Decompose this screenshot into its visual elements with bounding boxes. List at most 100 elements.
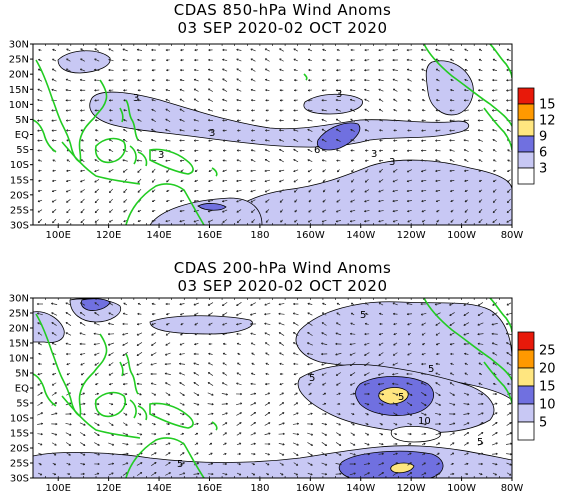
colorbar-swatch bbox=[517, 349, 535, 369]
lat-tick-label: 30S bbox=[10, 221, 29, 232]
lat-tick-label: EQ bbox=[15, 130, 29, 141]
colorbar-label: 9 bbox=[539, 130, 547, 145]
panel2-contour-label: 10 bbox=[418, 416, 431, 427]
lon-tick-label: 180 bbox=[250, 230, 269, 241]
colorbar-label: 20 bbox=[539, 362, 556, 377]
lon-tick-label: 80W bbox=[501, 483, 524, 494]
lon-tick-label: 120E bbox=[96, 230, 121, 241]
panel2-axes: 30N 25N 20N 15N 10N 5N EQ 5S 10S 15S 20S 25S 30S 100E… bbox=[9, 294, 524, 495]
lon-tick-label: 160W bbox=[296, 230, 325, 241]
panel1-title-line2: 03 SEP 2020-02 OCT 2020 bbox=[177, 19, 388, 37]
colorbar-swatch bbox=[517, 421, 535, 441]
colorbar-label: 25 bbox=[539, 344, 556, 359]
panel2-map: 5 5 5 5 10 5 5 30N 25N 20N 15N 10N 5N EQ 5S 10S 1… bbox=[9, 294, 556, 495]
panel2-contour-labels: 5 5 5 5 10 5 5 bbox=[177, 310, 483, 470]
lat-tick-label: 15S bbox=[10, 429, 29, 440]
lat-tick-label: 5N bbox=[15, 369, 29, 380]
lon-tick-label: 120E bbox=[96, 483, 121, 494]
panel1-shading bbox=[57, 50, 512, 225]
colorbar-swatch bbox=[517, 103, 535, 121]
lon-tick-label: 100E bbox=[46, 230, 71, 241]
panel2-anomaly-max-south bbox=[390, 462, 415, 474]
colorbar-swatch bbox=[517, 119, 535, 137]
panel2-colorbar: 25 20 15 10 5 bbox=[517, 331, 556, 441]
lat-tick-label: 10S bbox=[10, 414, 29, 425]
colorbar-swatch bbox=[517, 135, 535, 153]
panel2-anomaly-hole bbox=[390, 426, 442, 443]
panel1-wind-vectors bbox=[37, 48, 512, 224]
panel1-title-line1: CDAS 850-hPa Wind Anoms bbox=[173, 1, 392, 19]
lat-tick-label: 20N bbox=[9, 324, 29, 335]
panel2-wind-vectors bbox=[36, 302, 512, 476]
lon-tick-label: 180 bbox=[250, 483, 269, 494]
panel2-contour-label: 5 bbox=[177, 459, 183, 470]
colorbar-label: 3 bbox=[539, 162, 547, 177]
colorbar-label: 10 bbox=[539, 398, 556, 413]
panel1-anomaly-core-south bbox=[197, 203, 227, 211]
lon-tick-label: 160W bbox=[296, 483, 325, 494]
panel1-anomaly-band-equatorial bbox=[89, 91, 470, 148]
panel1-contour-labels: 3 3 3 3 6 3 3 bbox=[133, 89, 395, 168]
panel1-contour-label: 3 bbox=[133, 93, 139, 104]
colorbar-swatch bbox=[517, 385, 535, 405]
panel1-contour-label: 3 bbox=[336, 89, 342, 100]
panel2-anomaly-region-ne bbox=[295, 301, 512, 401]
panel2-contour-label: 5 bbox=[428, 364, 434, 375]
lon-tick-label: 100W bbox=[447, 483, 476, 494]
lon-tick-label: 100W bbox=[447, 230, 476, 241]
lon-tick-label: 120W bbox=[397, 230, 426, 241]
colorbar-label: 15 bbox=[539, 380, 556, 395]
panel2-title-line2: 03 SEP 2020-02 OCT 2020 bbox=[177, 277, 388, 295]
lat-tick-label: 20S bbox=[10, 444, 29, 455]
colorbar-swatch bbox=[517, 87, 535, 105]
panel2-anomaly-region-15n bbox=[149, 315, 253, 335]
panel2-coastlines bbox=[33, 298, 512, 478]
colorbar-swatch bbox=[517, 367, 535, 387]
panel2-anomaly-core-north bbox=[80, 298, 111, 311]
panel1-contour-label: 6 bbox=[314, 145, 320, 156]
lon-tick-label: 80W bbox=[501, 230, 524, 241]
lat-tick-label: 25N bbox=[9, 55, 29, 66]
panel1-contour-label: 3 bbox=[209, 128, 215, 139]
lat-tick-label: 10N bbox=[9, 354, 29, 365]
panel1-anomaly-region-north bbox=[57, 50, 111, 74]
panel2-contour-label: 5 bbox=[398, 392, 404, 403]
panel1-anomaly-region-sw bbox=[149, 197, 263, 225]
lat-tick-label: 5S bbox=[16, 145, 29, 156]
lat-tick-label: 10N bbox=[9, 100, 29, 111]
lon-tick-label: 140E bbox=[146, 230, 171, 241]
colorbar-label: 15 bbox=[539, 98, 556, 113]
lat-tick-label: 30S bbox=[10, 474, 29, 485]
lon-tick-label: 120W bbox=[397, 483, 426, 494]
lon-tick-label: 160E bbox=[197, 230, 222, 241]
panel2-anomaly-max bbox=[378, 387, 409, 405]
lat-tick-label: 20N bbox=[9, 70, 29, 81]
lat-tick-label: 5N bbox=[15, 115, 29, 126]
panel1-anomaly-region-ne bbox=[425, 60, 474, 116]
panel2-shading bbox=[33, 298, 512, 478]
panel2-anomaly-core-south bbox=[338, 450, 444, 478]
lon-tick-label: 160E bbox=[197, 483, 222, 494]
lat-tick-label: 20S bbox=[10, 190, 29, 201]
colorbar-swatch bbox=[517, 167, 535, 185]
panel1-contour-label: 3 bbox=[389, 157, 395, 168]
lat-tick-label: 25S bbox=[10, 459, 29, 470]
lat-tick-label: 25S bbox=[10, 205, 29, 216]
colorbar-swatch bbox=[517, 151, 535, 169]
lat-tick-label: 25N bbox=[9, 309, 29, 320]
colorbar-swatch bbox=[517, 331, 535, 351]
colorbar-swatch bbox=[517, 403, 535, 423]
panel1-contour-label: 3 bbox=[158, 150, 164, 161]
lat-tick-label: 30N bbox=[9, 294, 29, 305]
lon-tick-label: 100E bbox=[46, 483, 71, 494]
panel1-coastlines bbox=[33, 44, 512, 225]
panel2-contour-label: 5 bbox=[360, 310, 366, 321]
panel2-contour-label: 5 bbox=[309, 373, 315, 384]
panel1-anomaly-region-south bbox=[224, 159, 512, 225]
lat-tick-label: 10S bbox=[10, 160, 29, 171]
lon-tick-label: 140E bbox=[146, 483, 171, 494]
lon-tick-label: 140W bbox=[346, 483, 375, 494]
lat-tick-label: 15N bbox=[9, 339, 29, 350]
